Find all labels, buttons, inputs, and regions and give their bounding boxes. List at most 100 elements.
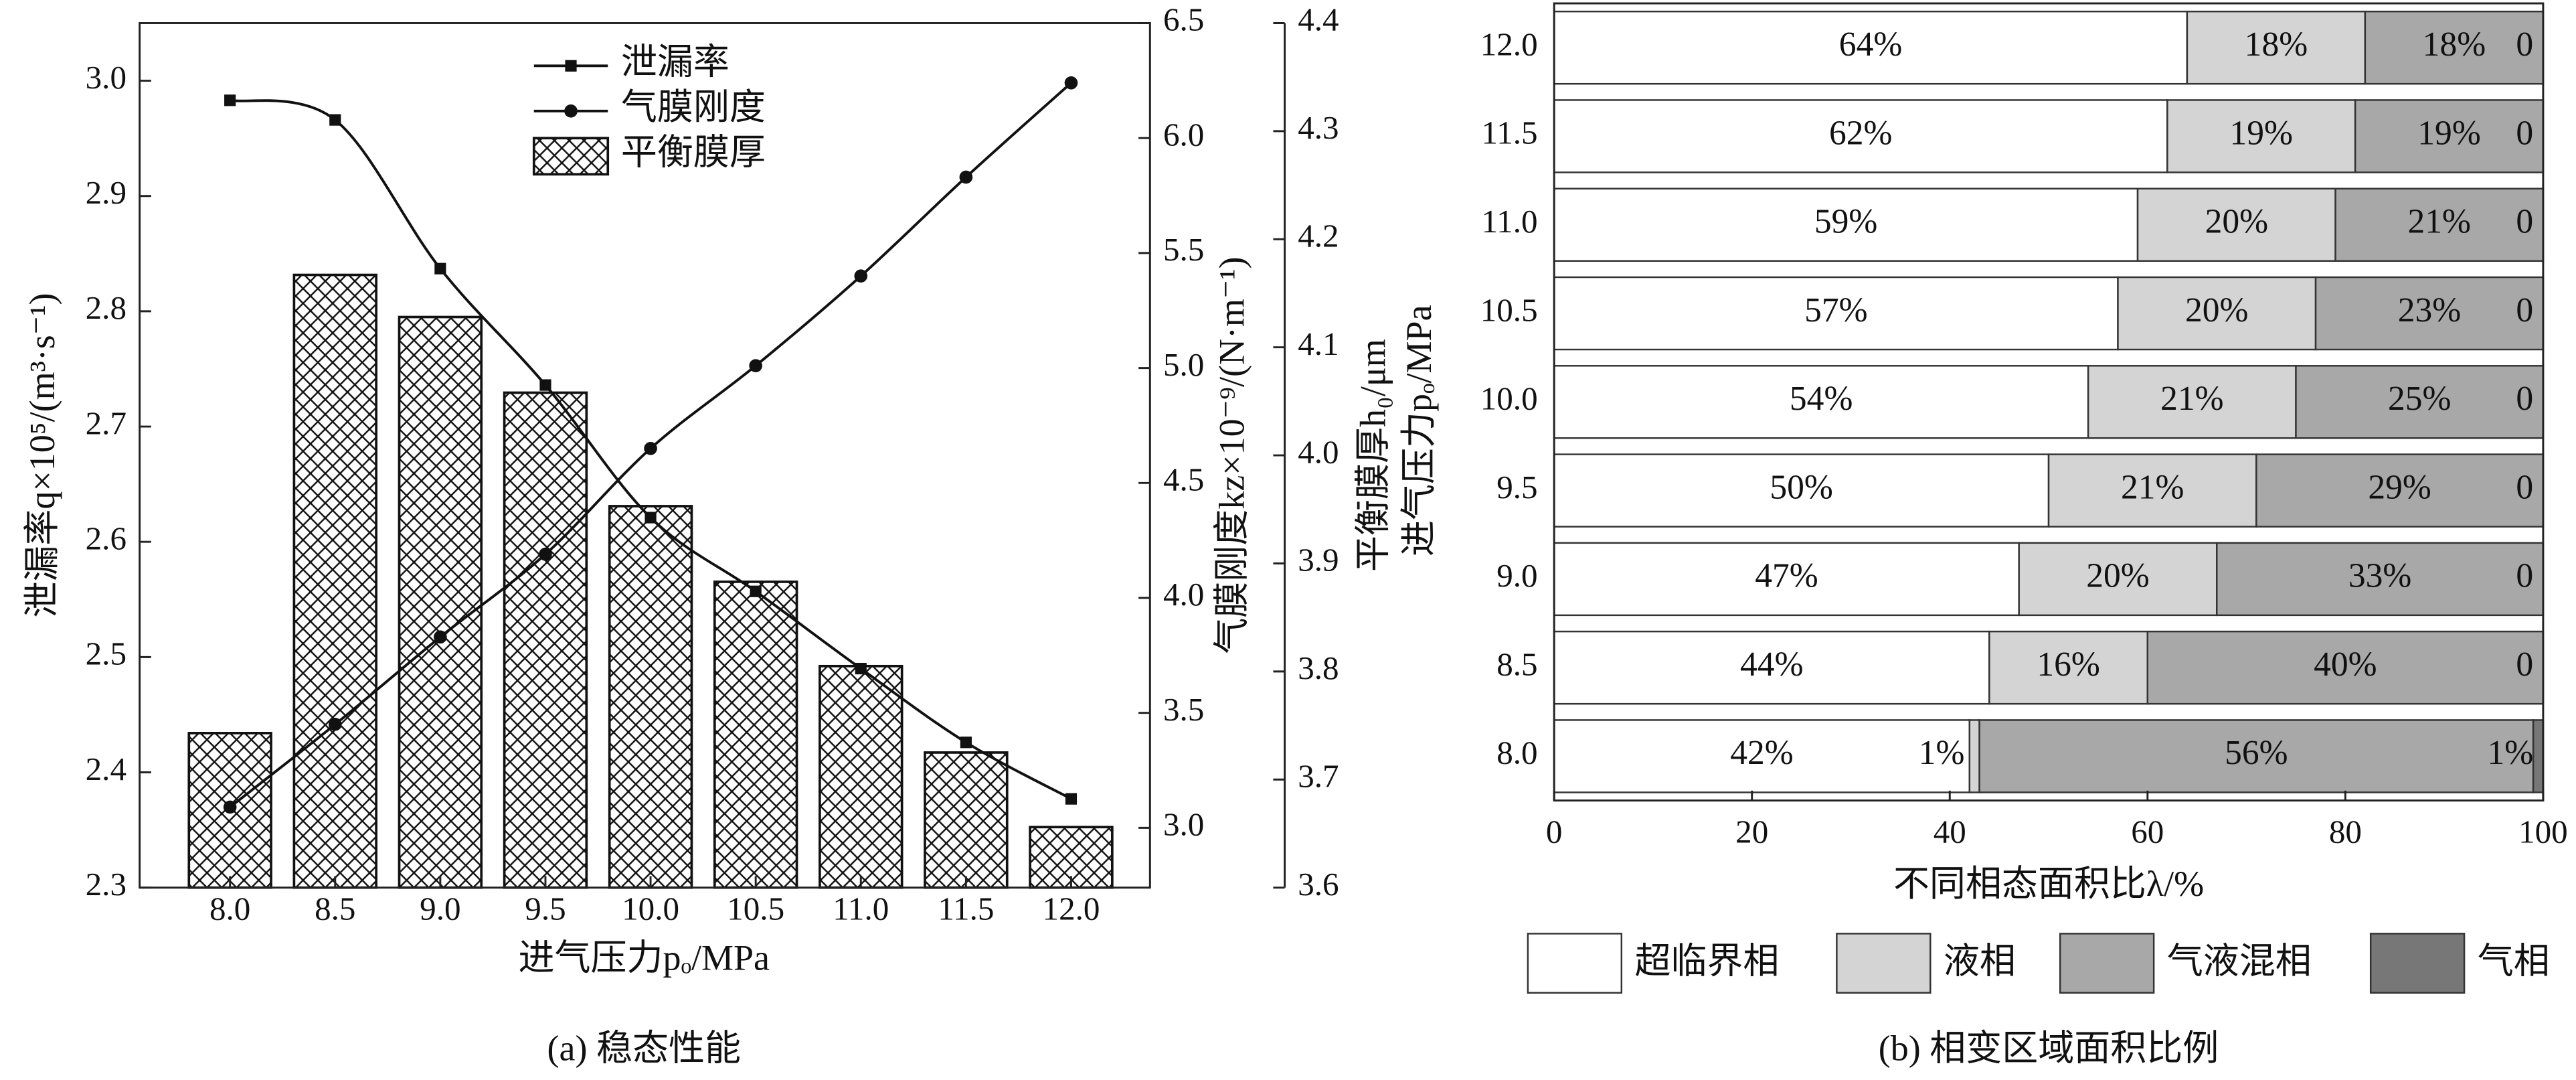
- y2-tick-label: 5.0: [1163, 346, 1204, 383]
- value-label: 50%: [1770, 468, 1832, 506]
- bar-segment: [1553, 453, 2050, 528]
- bar-segment: [1978, 719, 2535, 793]
- x-axis-label: 进气压力pₒ/MPa: [518, 938, 770, 978]
- value-label: 56%: [2225, 734, 2288, 772]
- x-tick-label: 20: [1735, 813, 1768, 850]
- bar-segment: [2117, 276, 2317, 351]
- bar-segment: [2146, 630, 2545, 705]
- bar-segment: [1553, 719, 1971, 793]
- legend-label: 气液混相: [2167, 941, 2312, 981]
- marker: [960, 737, 972, 749]
- y-tick-label: 2.9: [86, 174, 126, 211]
- y-tick-label: 12.0: [1480, 25, 1538, 62]
- x-tick-label: 40: [1934, 813, 1966, 850]
- bar: [819, 664, 904, 889]
- y-tick-label: 2.6: [86, 520, 126, 556]
- marker: [854, 269, 868, 283]
- y3-tick-label: 4.0: [1298, 433, 1339, 470]
- caption: (a) 稳态性能: [547, 1028, 741, 1069]
- x-tick-label: 8.0: [209, 891, 250, 927]
- plot-frame: [1553, 2, 2545, 802]
- marker: [750, 585, 762, 597]
- marker: [434, 262, 446, 275]
- marker: [855, 662, 867, 675]
- y3-tick-label: 4.4: [1298, 1, 1339, 38]
- y-tick-label: 8.0: [1496, 735, 1537, 771]
- value-label: 20%: [2086, 557, 2149, 595]
- bar-segment: [2532, 719, 2545, 793]
- x-tick-label: 9.5: [525, 891, 566, 927]
- value-label: 0: [2516, 645, 2533, 684]
- marker: [539, 547, 552, 561]
- marker: [1065, 793, 1078, 805]
- y3-tick-label: 4.2: [1298, 218, 1339, 254]
- y2-tick-label: 5.5: [1163, 231, 1204, 268]
- x-tick-label: 11.5: [938, 891, 994, 927]
- y-tick-label: 11.5: [1482, 114, 1538, 151]
- y2-axis-label: 气膜刚度kz×10⁻⁹/(N·m⁻¹): [1211, 256, 1252, 653]
- y-tick-label: 2.3: [86, 866, 126, 903]
- y-tick-label: 2.8: [86, 289, 126, 326]
- y-tick-label: 2.7: [86, 404, 126, 441]
- bar-segment: [1553, 630, 1990, 705]
- bar-segment: [2295, 365, 2545, 439]
- bar-segment: [1553, 276, 2119, 351]
- y-tick-label: 3.0: [86, 59, 126, 96]
- x-tick-label: 60: [2131, 813, 2164, 850]
- value-label: 19%: [2417, 114, 2480, 152]
- bar-segment: [2364, 10, 2545, 85]
- bar-segment: [2047, 453, 2257, 528]
- marker: [224, 94, 236, 106]
- bar-segment: [1553, 99, 2168, 173]
- legend-swatch: [1836, 933, 1931, 994]
- value-label: 16%: [2037, 645, 2099, 684]
- x-tick-label: 9.0: [420, 891, 460, 927]
- bar-segment: [1968, 719, 1980, 793]
- value-label: 25%: [2388, 380, 2451, 418]
- marker: [539, 379, 551, 391]
- value-label: 20%: [2185, 291, 2248, 329]
- value-label: 21%: [2408, 203, 2471, 241]
- value-label: 23%: [2398, 291, 2461, 329]
- value-label: 0: [2516, 468, 2533, 506]
- plot-frame: [139, 22, 1151, 889]
- y-axis-label: 泄漏率q×10⁵/(m³·s⁻¹): [22, 293, 62, 618]
- line: [230, 98, 1072, 800]
- legend-label: 超临界相: [1634, 941, 1779, 981]
- y3-tick-label: 3.8: [1298, 649, 1339, 686]
- legend-swatch: [2369, 933, 2466, 994]
- y3-tick-label: 3.7: [1298, 758, 1339, 795]
- y3-tick-label: 4.1: [1298, 325, 1339, 362]
- value-label: 18%: [2245, 25, 2308, 64]
- legend-swatch: [532, 137, 610, 176]
- bar: [292, 273, 377, 889]
- bar-segment: [2255, 453, 2545, 528]
- value-label: 47%: [1755, 557, 1818, 595]
- value-label: 0: [2516, 203, 2533, 241]
- y-tick-label: 2.4: [86, 751, 126, 787]
- marker: [959, 170, 973, 184]
- y3-tick-label: 3.6: [1298, 866, 1339, 903]
- marker: [434, 630, 447, 644]
- y-tick-label: 2.5: [86, 635, 126, 672]
- marker: [329, 114, 341, 126]
- y2-tick-label: 6.5: [1163, 1, 1204, 38]
- bar: [713, 581, 798, 889]
- value-label: 21%: [2160, 380, 2223, 418]
- y3-axis-label: 平衡膜厚h₀/μm: [1353, 339, 1393, 572]
- legend-label: 气膜刚度: [621, 87, 766, 127]
- y2-tick-label: 4.0: [1163, 576, 1204, 613]
- x-tick-label: 12.0: [1043, 891, 1100, 927]
- legend-label: 液相: [1944, 941, 2016, 981]
- value-label: 0: [2516, 25, 2533, 64]
- bar: [924, 751, 1009, 889]
- legend-swatch: [1527, 933, 1623, 994]
- y-tick-label: 9.0: [1496, 557, 1537, 594]
- x-tick-label: 10.0: [622, 891, 679, 927]
- bar-segment: [1988, 630, 2149, 705]
- value-label: 59%: [1814, 203, 1877, 241]
- chart-b: 8.0 42% 1% 56% 1% 8.5 44% 16% 40% 0 9.0 47% 20% 33% 0 9…: [1399, 2, 2568, 1069]
- bar-segment: [1553, 365, 2089, 439]
- marker: [1064, 76, 1078, 90]
